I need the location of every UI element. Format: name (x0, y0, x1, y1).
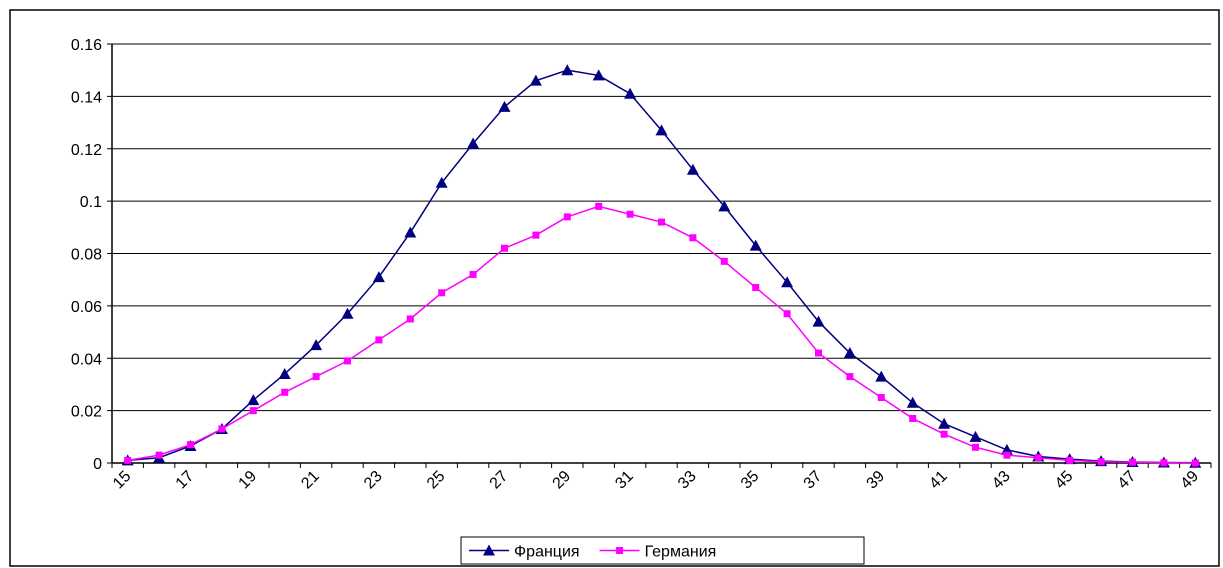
marker (483, 544, 495, 556)
marker (1097, 458, 1105, 466)
marker (404, 226, 417, 238)
marker (281, 388, 289, 396)
marker (532, 231, 540, 239)
marker (1034, 454, 1042, 462)
marker (155, 451, 163, 459)
legend-label: Франция (514, 544, 580, 561)
marker (278, 367, 291, 379)
marker (624, 87, 637, 99)
marker (718, 200, 731, 212)
legend-label: Германия (645, 544, 717, 561)
marker (341, 307, 354, 319)
marker (501, 244, 508, 252)
marker (686, 163, 699, 175)
marker (406, 315, 414, 323)
marker (972, 443, 979, 451)
marker (249, 407, 257, 415)
y-tick-label: 0.16 (71, 37, 102, 54)
marker (124, 456, 132, 464)
y-tick-label: 0.06 (71, 299, 102, 316)
marker (752, 284, 760, 292)
marker (909, 414, 917, 422)
marker (372, 271, 385, 283)
marker (1129, 458, 1136, 466)
marker (467, 137, 480, 149)
marker (469, 270, 477, 278)
marker (815, 349, 822, 357)
marker (781, 276, 794, 288)
marker (720, 257, 728, 265)
marker (1066, 456, 1074, 464)
marker (1191, 459, 1199, 467)
marker (310, 339, 323, 351)
marker (749, 239, 762, 251)
marker (846, 373, 854, 381)
marker (187, 441, 194, 449)
marker (875, 370, 888, 382)
marker (344, 357, 351, 365)
marker (375, 336, 383, 344)
y-tick-label: 0.02 (71, 404, 102, 421)
y-tick-label: 0.12 (71, 142, 102, 159)
marker (938, 417, 951, 429)
marker (435, 176, 448, 188)
marker (247, 394, 260, 406)
chart-border (9, 9, 1220, 567)
marker (563, 213, 571, 221)
marker (877, 394, 885, 402)
marker (218, 425, 226, 433)
marker (529, 74, 542, 86)
marker (906, 396, 919, 408)
marker (1003, 451, 1011, 459)
y-tick-label: 0.1 (80, 194, 102, 211)
y-tick-label: 0 (93, 456, 102, 473)
marker (655, 124, 668, 136)
y-tick-label: 0.08 (71, 247, 102, 264)
marker (969, 430, 982, 442)
marker (843, 347, 856, 359)
y-tick-label: 0.14 (71, 89, 102, 106)
marker (812, 315, 825, 327)
marker (626, 210, 634, 218)
y-tick-label: 0.04 (71, 351, 102, 368)
marker (498, 100, 511, 112)
marker (783, 310, 791, 318)
marker (658, 218, 665, 226)
marker (1160, 459, 1168, 467)
marker (616, 547, 624, 554)
marker (561, 64, 574, 76)
marker (940, 430, 948, 438)
marker (689, 234, 697, 242)
marker (312, 373, 320, 381)
marker (438, 289, 446, 297)
legend-box (460, 536, 865, 565)
marker (592, 69, 605, 81)
marker (595, 202, 603, 210)
